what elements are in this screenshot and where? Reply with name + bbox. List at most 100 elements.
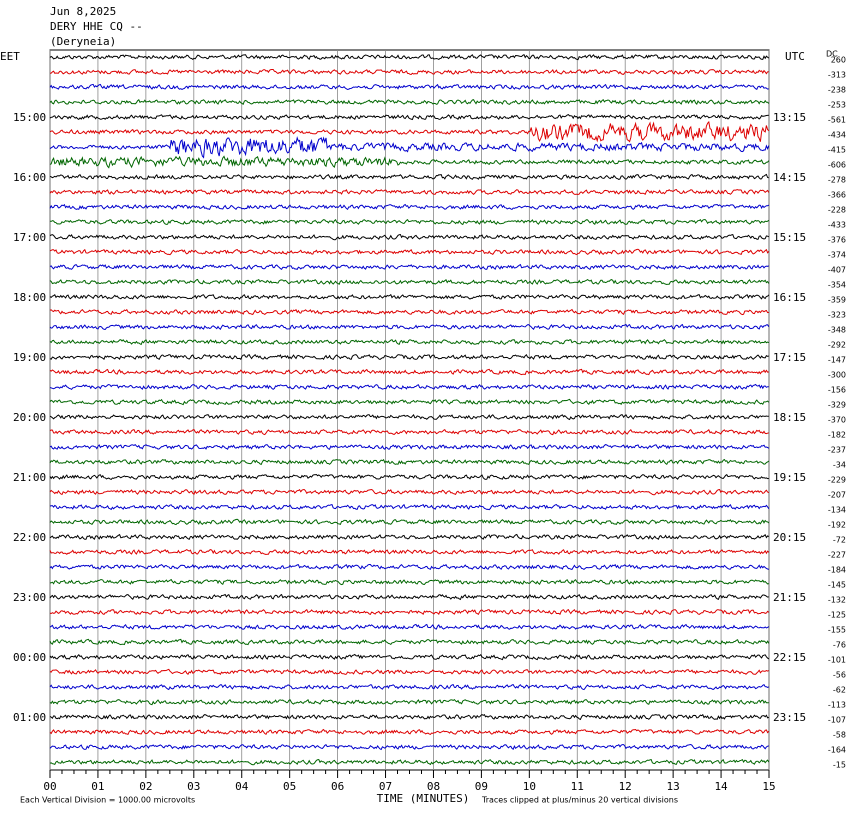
dc-offset: -228: [828, 206, 846, 215]
trace: [49, 323, 770, 331]
dc-offset: -278: [828, 176, 846, 185]
trace: [49, 218, 770, 226]
dc-offset: -184: [828, 566, 846, 575]
x-tick-label: 00: [43, 780, 56, 793]
dc-offset: -329: [828, 401, 846, 410]
trace: [49, 443, 770, 450]
location: (Deryneia): [50, 35, 116, 48]
right-time-label: 22:15: [773, 651, 806, 664]
trace: [49, 338, 770, 346]
left-time-label: 01:00: [13, 711, 46, 724]
dc-offset: -238: [828, 86, 846, 95]
x-tick-label: 05: [283, 780, 296, 793]
x-tick-label: 04: [235, 780, 249, 793]
trace: [49, 548, 770, 556]
trace: [49, 683, 770, 691]
x-tick-label: 10: [523, 780, 536, 793]
trace: [49, 203, 770, 211]
right-time-label: 17:15: [773, 351, 806, 364]
dc-offset: -434: [828, 131, 846, 140]
trace: [49, 533, 770, 541]
trace: [49, 368, 769, 376]
trace: [49, 608, 770, 616]
dc-offset: -156: [828, 386, 846, 395]
dc-offset: -561: [828, 116, 846, 125]
trace: [49, 173, 769, 180]
trace: [49, 578, 769, 586]
dc-offset: -134: [828, 506, 846, 515]
dc-offset: -113: [828, 701, 846, 710]
trace: [49, 458, 770, 466]
dc-offset: -348: [828, 326, 846, 335]
trace: [49, 518, 770, 526]
dc-offset: -132: [828, 596, 846, 605]
trace: [49, 428, 769, 436]
dc-offset: -433: [828, 221, 846, 230]
trace: [49, 68, 769, 76]
left-time-label: 00:00: [13, 651, 46, 664]
right-time-label: 16:15: [773, 291, 806, 304]
dc-offset: -227: [828, 551, 846, 560]
trace: [49, 353, 769, 361]
left-time-label: 17:00: [13, 231, 46, 244]
x-tick-label: 06: [331, 780, 344, 793]
dc-offset: -370: [828, 416, 846, 425]
trace: [49, 263, 769, 271]
trace: [49, 248, 770, 256]
dc-offset: -407: [828, 266, 846, 275]
dc-offset: -323: [828, 311, 846, 320]
clip-note: Traces clipped at plus/minus 20 vertical…: [481, 796, 678, 805]
right-time-label: 15:15: [773, 231, 806, 244]
date: Jun 8,2025: [50, 5, 116, 18]
dc-offset: -34: [833, 461, 846, 470]
dc-offset: -62: [833, 686, 846, 695]
trace: [49, 653, 770, 661]
dc-offset: -415: [828, 146, 846, 155]
right-time-label: 21:15: [773, 591, 806, 604]
x-tick-label: 14: [714, 780, 728, 793]
x-tick-label: 07: [379, 780, 392, 793]
dc-offset: -125: [828, 611, 846, 620]
trace: [49, 383, 769, 391]
dc-offset: -58: [833, 731, 846, 740]
dc-title: DC: [826, 50, 838, 59]
trace: [49, 398, 770, 406]
dc-offset: -182: [828, 431, 846, 440]
station: DERY HHE CQ --: [50, 20, 143, 33]
trace: [49, 638, 770, 646]
right-time-label: 23:15: [773, 711, 806, 724]
dc-offset: 260: [831, 56, 846, 65]
dc-offset: -72: [833, 536, 846, 545]
right-time-label: 20:15: [773, 531, 806, 544]
plot-frame: [49, 49, 770, 771]
dc-offset: -300: [828, 371, 846, 380]
trace: [49, 189, 770, 196]
trace: [49, 758, 770, 766]
dc-offset: -101: [828, 656, 846, 665]
trace: [49, 83, 769, 91]
right-time-label: 18:15: [773, 411, 806, 424]
scale-note: Each Vertical Division = 1000.00 microvo…: [20, 796, 195, 805]
dc-offset: -15: [833, 761, 846, 770]
trace: [49, 713, 769, 721]
trace: [49, 114, 769, 121]
dc-offset: -164: [828, 746, 846, 755]
trace: [49, 503, 770, 511]
x-tick-label: 15: [762, 780, 775, 793]
left-time-label: 23:00: [13, 591, 46, 604]
trace: [49, 155, 770, 169]
dc-offset: -107: [828, 716, 846, 725]
trace: [49, 54, 770, 61]
dc-offset: -56: [833, 671, 846, 680]
x-tick-label: 12: [619, 780, 632, 793]
trace: [49, 698, 769, 706]
trace: [49, 728, 770, 736]
dc-offset: -155: [828, 626, 846, 635]
dc-offset: -147: [828, 356, 846, 365]
trace: [49, 136, 770, 159]
x-tick-label: 08: [427, 780, 440, 793]
trace: [49, 593, 769, 601]
dc-offset: -192: [828, 521, 846, 530]
x-tick-label: 01: [91, 780, 104, 793]
dc-offset: -374: [828, 251, 846, 260]
